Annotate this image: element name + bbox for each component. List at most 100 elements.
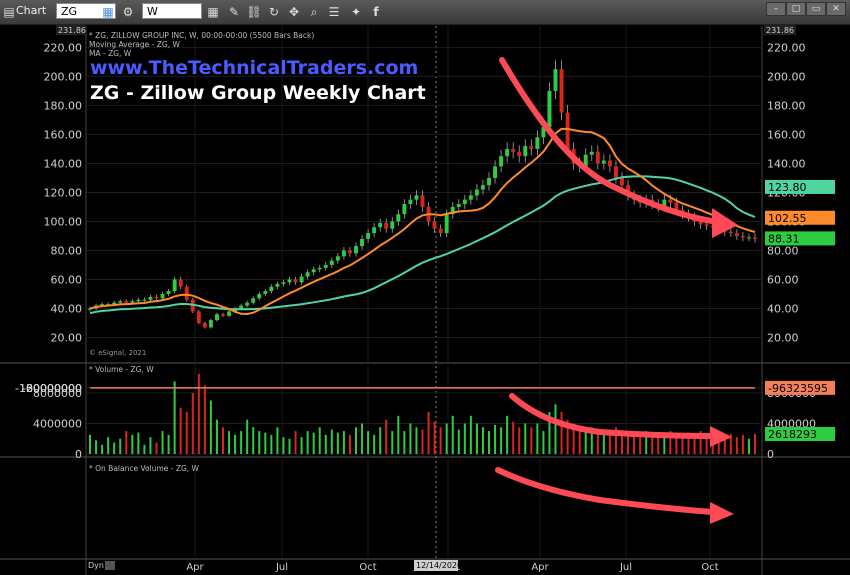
- candle-body: [130, 301, 135, 303]
- volume-bar: [300, 437, 303, 454]
- candle-body: [360, 238, 365, 247]
- stock-chart[interactable]: 20.00 20.00 40.00 40.00 60.00 60.00 80.00 80.00…: [0, 24, 850, 575]
- volume-bar: [699, 431, 702, 454]
- volume-bar: [119, 438, 122, 454]
- volume-bar: [572, 423, 575, 454]
- candle-body: [172, 279, 177, 292]
- candle-body: [595, 151, 600, 164]
- symbol-header: * ZG, ZILLOW GROUP INC, W, 00:00-00:00 (…: [89, 31, 314, 40]
- symbol-input[interactable]: ZG: [56, 3, 116, 19]
- candle-body: [299, 276, 304, 283]
- obv-last-label: -96323595: [768, 382, 828, 395]
- candle-body: [626, 185, 631, 196]
- chain-icon[interactable]: ⛓: [246, 5, 262, 19]
- volume-bar: [705, 434, 708, 454]
- dyn-label[interactable]: Dyn: [88, 561, 104, 570]
- trend-arrow-head: [712, 208, 738, 238]
- price-tick-right: 80.00: [767, 244, 799, 257]
- candle-body: [184, 286, 189, 300]
- candle-body: [462, 199, 467, 205]
- draw-icon[interactable]: ✎: [228, 5, 240, 19]
- refresh-icon[interactable]: ↻: [268, 5, 280, 19]
- candles: [88, 60, 757, 329]
- interval-input[interactable]: W: [142, 3, 202, 19]
- facebook-icon[interactable]: f: [373, 5, 379, 19]
- price-tick-left: 140.00: [44, 157, 83, 170]
- volume-bar: [409, 423, 412, 454]
- candle-body: [753, 237, 757, 239]
- candle-body: [154, 296, 159, 299]
- top-right-value: 231.86: [766, 26, 794, 35]
- price-tick-right: 40.00: [767, 302, 799, 315]
- candle-body: [341, 250, 346, 257]
- list-icon[interactable]: ☰: [328, 5, 340, 19]
- candle-body: [565, 112, 570, 149]
- volume-bar: [457, 429, 460, 454]
- candle-body: [420, 195, 425, 207]
- interval-menu-icon[interactable]: ▦: [207, 5, 219, 19]
- symbol-menu-icon[interactable]: ▦: [102, 5, 114, 19]
- maximize-button[interactable]: □: [786, 2, 806, 16]
- volume-bar: [542, 431, 545, 454]
- volume-bar: [143, 444, 146, 454]
- volume-bar: [348, 434, 351, 454]
- candle-body: [335, 256, 340, 261]
- candle-body: [263, 291, 268, 294]
- candle-body: [414, 195, 419, 200]
- moving-average-label: Moving Average - ZG, W: [89, 40, 180, 49]
- candle-body: [100, 304, 105, 306]
- volume-bar: [258, 431, 261, 454]
- price-tick-left: 100.00: [44, 215, 83, 228]
- close-button[interactable]: ✕: [826, 2, 846, 16]
- candle-body: [511, 148, 516, 152]
- x-tick-label: Jul: [619, 562, 632, 573]
- candle-body: [293, 279, 298, 283]
- candle-body: [329, 260, 334, 265]
- x-tick-label: Oct: [701, 562, 718, 573]
- price-tick-left: 20.00: [51, 331, 83, 344]
- candle-body: [118, 301, 123, 303]
- x-tick-label: Oct: [359, 562, 376, 573]
- volume-bar: [723, 434, 726, 454]
- zoom-icon[interactable]: ⌕: [310, 5, 318, 19]
- candle-body: [408, 199, 413, 205]
- volume-bar: [506, 415, 509, 454]
- volume-bar: [391, 431, 394, 454]
- candle-body: [474, 189, 479, 196]
- volume-bar: [657, 437, 660, 454]
- volume-bar: [602, 432, 605, 454]
- volume-bar: [433, 421, 436, 454]
- candle-body: [305, 272, 310, 277]
- volume-bar: [131, 434, 134, 454]
- candle-body: [390, 221, 395, 229]
- twitter-icon[interactable]: ✦: [350, 5, 362, 19]
- x-tick-label: Apr: [531, 562, 549, 573]
- volume-bar: [203, 385, 206, 454]
- volume-bar: [500, 427, 503, 454]
- volume-bar: [633, 431, 636, 454]
- candle-body: [402, 204, 407, 215]
- volume-tick-left: 0: [75, 448, 82, 461]
- volume-bar: [481, 427, 484, 454]
- dyn-toggle-icon[interactable]: [105, 561, 115, 570]
- price-tick-left: 160.00: [44, 128, 83, 141]
- price-tick-left: 220.00: [44, 41, 83, 54]
- volume-bar: [228, 431, 231, 454]
- volume-bar: [693, 437, 696, 454]
- volume-bar: [475, 423, 478, 454]
- volume-bar: [234, 434, 237, 454]
- toolbar: ▤ Chart ZG ▦ ⚙ W ▦ ✎ ⛓ ↻ ✥ ⌕ ☰ ✦ f – □ ▭…: [0, 0, 850, 25]
- minimize-button[interactable]: –: [766, 2, 786, 16]
- price-tick-right: 60.00: [767, 273, 799, 286]
- volume-bar: [614, 427, 617, 454]
- candle-body: [396, 214, 401, 222]
- volume-bar: [324, 434, 327, 454]
- pan-icon[interactable]: ✥: [288, 5, 300, 19]
- price-last-label-box: [765, 210, 835, 225]
- trend-arrow-shaft: [499, 57, 721, 225]
- volume-bar: [318, 427, 321, 454]
- settings-icon[interactable]: ⚙: [122, 5, 134, 19]
- candle-body: [281, 282, 286, 284]
- restore-button[interactable]: ▭: [806, 2, 826, 16]
- volume-bar: [355, 427, 357, 454]
